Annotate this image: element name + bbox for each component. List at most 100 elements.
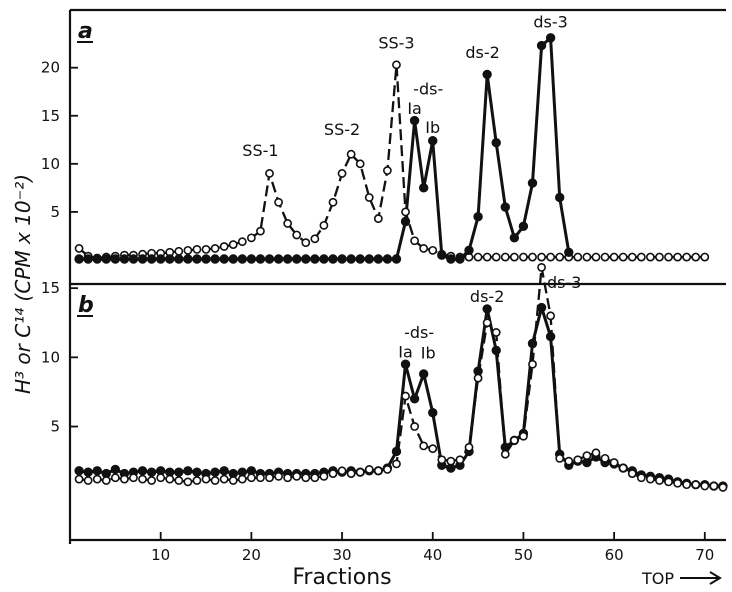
panel-b-series-0-point (192, 467, 202, 477)
panel-a-series-1-point (128, 254, 139, 264)
panel-a-series-1-point (464, 245, 474, 256)
panel-b-series-1-point (138, 474, 147, 484)
panel-b-series-1-point (83, 476, 93, 485)
panel-b-series-0-point (83, 467, 93, 477)
panel-b-series-1-point (500, 449, 510, 459)
panel-b-series-0-point (400, 359, 411, 369)
panel-a-series-1-point (264, 254, 275, 264)
panel-b-y-tick-label: 15 (41, 279, 60, 297)
panel-a-series-0-point (219, 242, 229, 251)
panel-b-series-0-point (110, 464, 121, 475)
panel-a-series-1-point (246, 254, 257, 264)
panel-a-series-0-point (283, 219, 293, 228)
panel-b-series-1-point (428, 444, 438, 454)
panel-b-series-1-point (337, 466, 347, 476)
panel-b-series-1-point (555, 453, 565, 463)
panel-b-series-1-point (364, 465, 374, 474)
panel-a-series-1-point (482, 69, 492, 80)
panel-a-series-1-point (364, 254, 374, 264)
panel-b-series-1-point (673, 478, 682, 488)
panel-a-series-0-point (328, 197, 338, 207)
panel-a-series-1-point (400, 216, 411, 227)
panel-b-annotation: Ib (421, 344, 436, 363)
panel-b-series-0-point (482, 304, 492, 314)
x-axis-tick-label: 40 (423, 546, 442, 564)
panel-a-series-1-point (192, 254, 202, 264)
panel-b-lines (78, 266, 724, 489)
y-axis-label: H³ or C¹⁴ (CPM x 10⁻²) (11, 174, 35, 394)
panel-a-series-0-point (519, 252, 528, 262)
panel-a-series-0-point (210, 244, 220, 253)
panel-a-series-0-point (673, 252, 682, 262)
panel-a-series-1-point (92, 254, 102, 264)
panel-a-series-1-point (455, 254, 465, 264)
panel-b-series-1-point (110, 473, 120, 483)
panel-b-series-1-point (410, 422, 420, 431)
panel-a-series-1-point (219, 254, 229, 264)
panel-b-series-1-line (78, 266, 724, 489)
panel-b-series-0-point (409, 394, 420, 404)
panel-b-annotation: Ia (398, 342, 413, 361)
panel-b-series-1-point (655, 476, 664, 485)
panel-a-series-1-point (437, 250, 447, 260)
panel-a-series-1-point (137, 254, 148, 264)
panel-b-series-0-point (536, 302, 547, 313)
panel-a-series-1-point (527, 178, 538, 188)
panel-b-series-0-point (137, 466, 148, 476)
panel-a-series-1-point (346, 254, 356, 264)
panel-b-series-1-point (265, 473, 274, 483)
panel-a-series-0-point (682, 252, 692, 262)
panel-b-series-1-point (183, 477, 193, 487)
panel-a-series-0-point (655, 252, 664, 262)
panel-a-series-0-point (256, 226, 265, 236)
panel-a-series-0-point (373, 214, 383, 224)
panel-a-series-1-point (237, 254, 248, 264)
panel-a-annotation: Ib (425, 118, 440, 137)
top-arrow-icon (680, 571, 722, 585)
panel-a-marks (74, 33, 710, 264)
panel-a-series-0-point (546, 252, 556, 262)
panel-b-series-1-point (537, 262, 546, 272)
panel-a-series-0-point (419, 244, 429, 253)
panel-b-series-1-point (129, 473, 138, 483)
panel-a-series-0-point (228, 240, 238, 249)
panel-a-series-0-point (691, 252, 701, 262)
panel-b-series-1-point (101, 476, 111, 485)
panel-b-series-1-point (301, 473, 311, 483)
panel-a-series-1-point (428, 136, 438, 146)
panel-a-annotation: SS-2 (324, 120, 360, 139)
panel-b-series-1-point (473, 373, 483, 383)
panel-b-series-1-point (192, 476, 202, 485)
panel-b-series-1-point (310, 473, 320, 483)
panel-b-series-1-point (627, 469, 637, 478)
panel-b-series-1-point (147, 476, 157, 485)
panel-b-series-1-point (582, 451, 592, 460)
panel-b-series-1-point (228, 476, 238, 485)
panel-a-series-0-point (355, 159, 365, 169)
panel-b-annotation: -ds- (404, 323, 434, 342)
panel-b-series-1-point (664, 477, 673, 487)
panel-b-series-0-point (146, 467, 157, 477)
panel-a-series-0-point (636, 252, 646, 262)
panel-b-series-1-point (165, 474, 175, 484)
panel-b-y-tick-label: 5 (50, 418, 60, 436)
panel-a-series-0-point (491, 252, 501, 262)
panel-a-series-0-point (183, 245, 193, 255)
panel-b: b 5 10 15 -ds-Ia Ib ds-2 ds-3 (41, 262, 728, 544)
panel-b-series-1-point (201, 474, 211, 484)
panel-b-series-0-point (428, 407, 438, 418)
panel-b-series-1-point (519, 431, 528, 441)
panel-b-series-1-point (382, 465, 392, 474)
panel-a-series-0-point (392, 60, 401, 70)
panel-b-y-tick-label: 10 (41, 348, 60, 366)
panel-a-series-0-point (201, 244, 211, 254)
panel-a-annotation: ds-2 (465, 43, 499, 62)
panel-b-series-0-line (78, 306, 723, 488)
panel-b-series-0-point (545, 331, 556, 342)
panel-a-lines (78, 36, 705, 261)
panel-a-series-0-point (537, 252, 546, 262)
panel-a-series-0-point (582, 252, 592, 262)
panel-b-series-0-point (219, 466, 229, 476)
panel-b-series-1-point (437, 455, 447, 465)
